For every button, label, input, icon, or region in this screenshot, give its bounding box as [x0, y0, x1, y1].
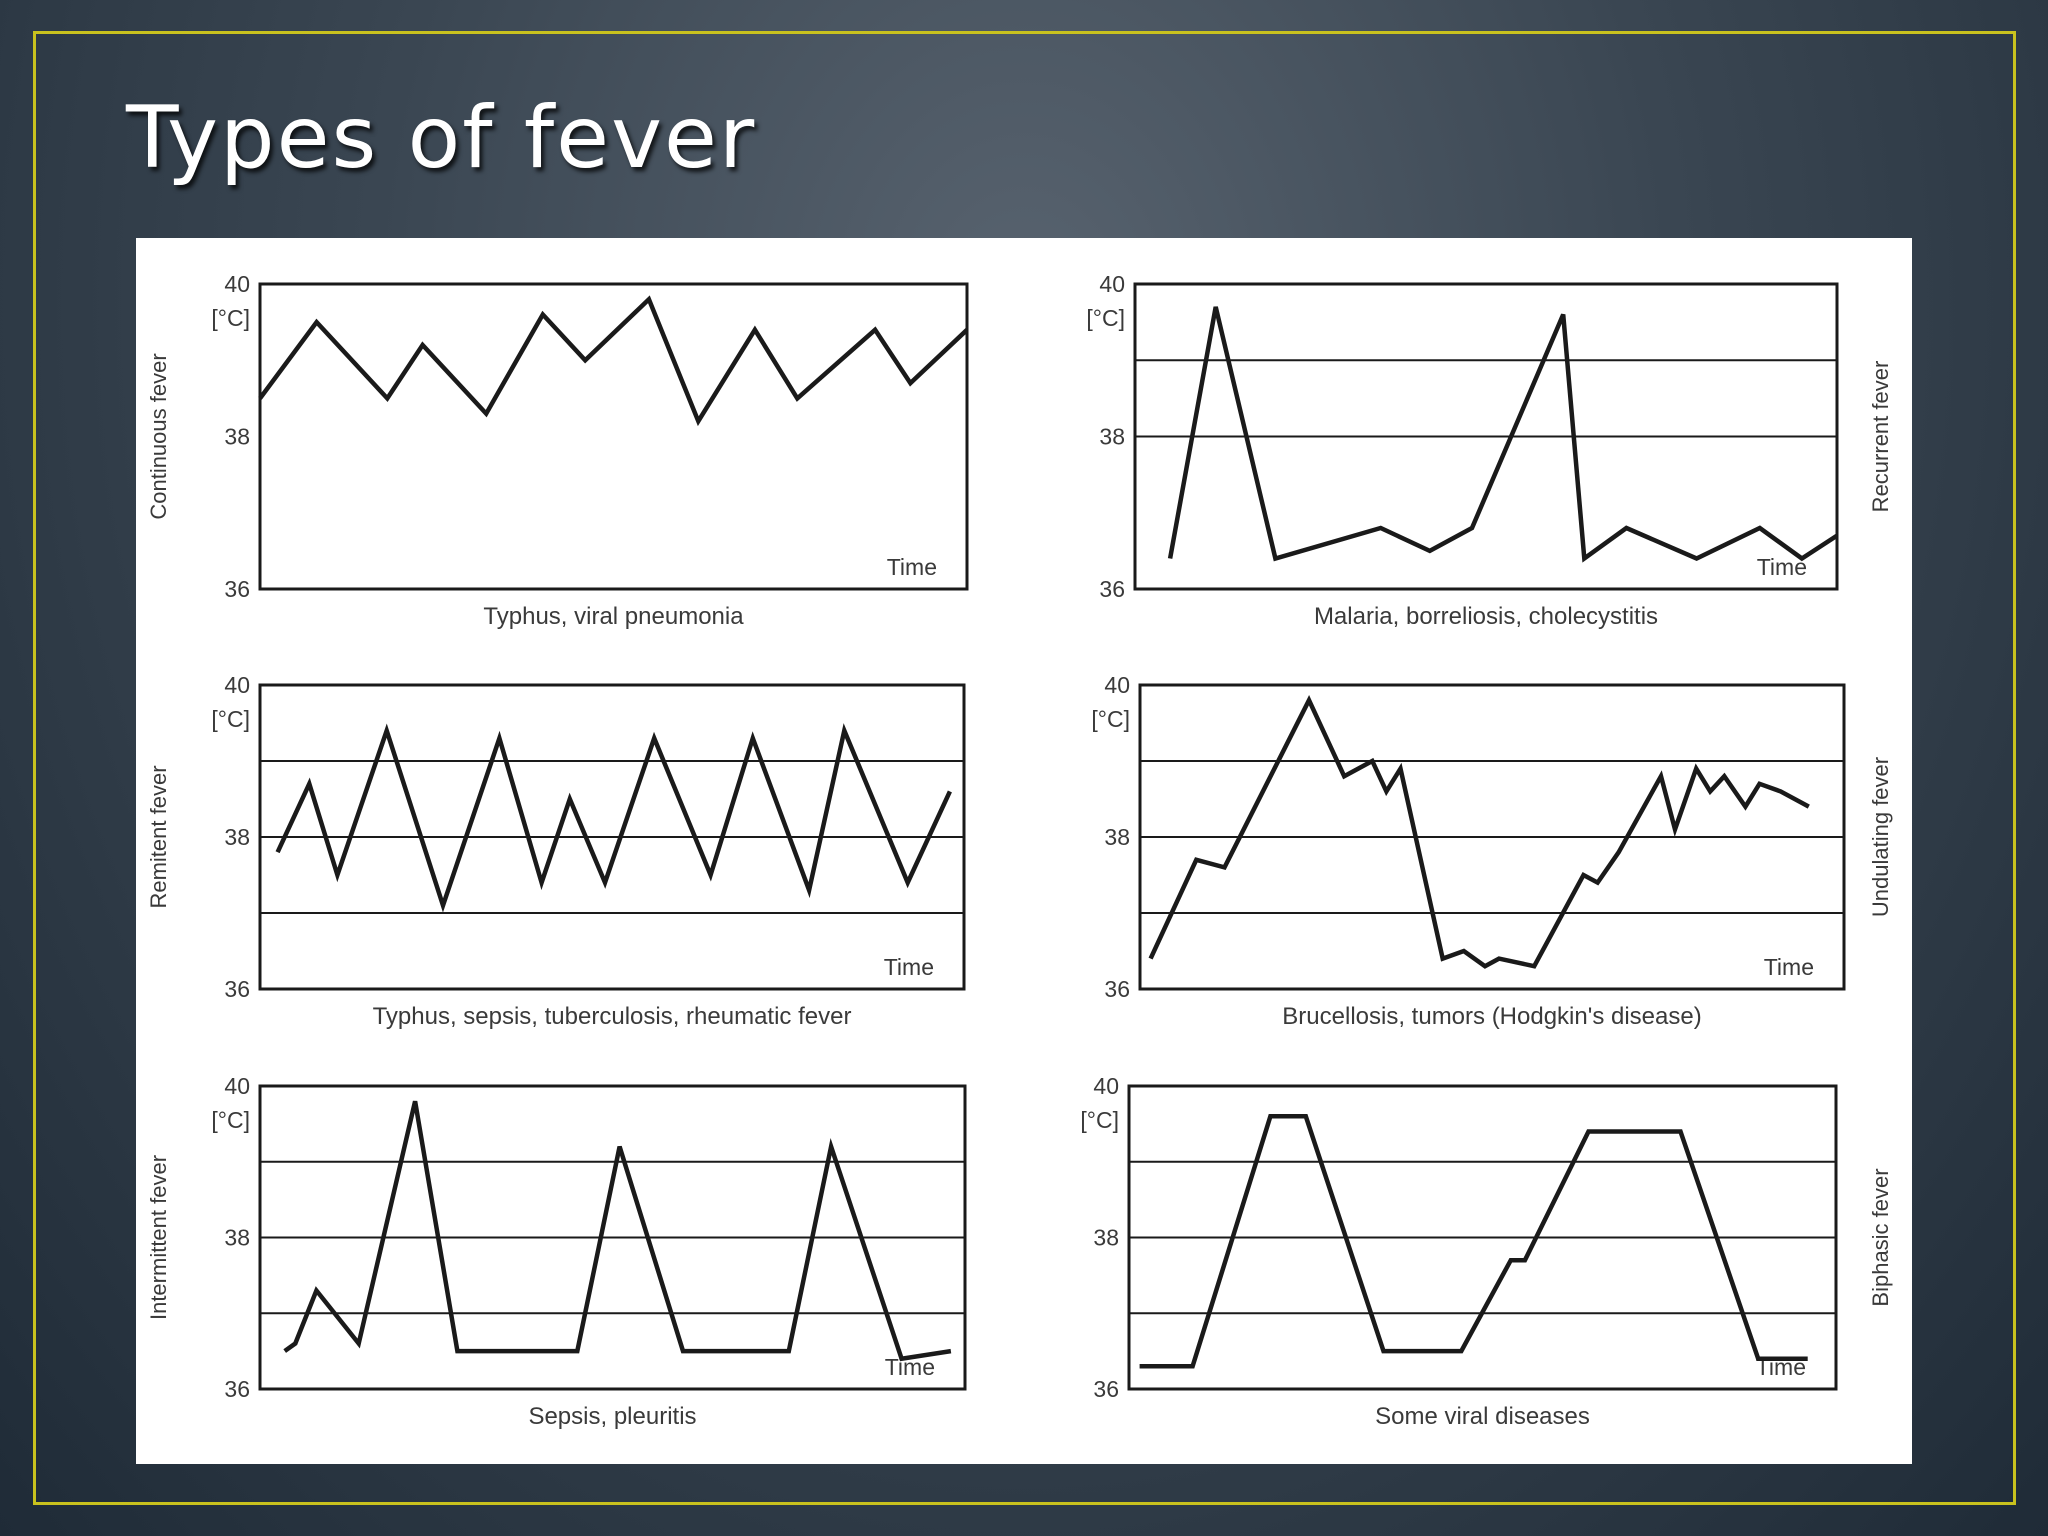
temperature-curve — [283, 1100, 952, 1362]
chart-panel-4: 36 38 40 [°C] Time Brucellosis, tumors (Hodgk… — [1091, 672, 1893, 1030]
temperature-curve — [275, 723, 952, 913]
unit-label: [°C] — [211, 1107, 250, 1133]
chart-panel-1: 36 38 40 [°C] Time Typhus, viral pneumonia Con… — [146, 271, 969, 630]
y-tick-label: 38 — [224, 1225, 250, 1251]
fever-type-label: Undulating fever — [1868, 757, 1893, 917]
unit-label: [°C] — [211, 706, 250, 732]
temperature-curve — [258, 295, 969, 427]
fever-type-label: Remitent fever — [146, 765, 171, 908]
y-tick-label: 36 — [224, 976, 250, 1002]
slide-title: Types of fever — [126, 88, 757, 188]
fever-type-label: Recurrent fever — [1868, 361, 1893, 513]
temperature-curve — [1167, 306, 1839, 563]
y-tick-label: 38 — [1093, 1225, 1119, 1251]
fever-type-label: Continuous fever — [146, 353, 171, 519]
y-tick-label: 38 — [1099, 424, 1125, 450]
x-axis-label: Time — [1764, 954, 1814, 980]
y-tick-label: 36 — [1104, 976, 1130, 1002]
fever-type-label: Intermittent fever — [146, 1155, 171, 1320]
y-tick-label: 38 — [224, 824, 250, 850]
x-axis-label: Time — [887, 554, 937, 580]
chart-caption: Some viral diseases — [1375, 1403, 1590, 1430]
temperature-curve — [1139, 1114, 1808, 1369]
unit-label: [°C] — [211, 305, 250, 331]
y-tick-label: 38 — [224, 424, 250, 450]
y-tick-label: 36 — [224, 576, 250, 602]
fever-types-figure: 36 38 40 [°C] Time Typhus, viral pneumonia Con… — [136, 238, 1912, 1464]
y-tick-label: 40 — [224, 672, 250, 698]
y-tick-label: 40 — [224, 1073, 250, 1099]
chart-caption: Typhus, sepsis, tuberculosis, rheumatic … — [373, 1003, 852, 1030]
chart-caption: Brucellosis, tumors (Hodgkin's disease) — [1282, 1003, 1701, 1030]
unit-label: [°C] — [1091, 706, 1130, 732]
y-tick-label: 36 — [1093, 1376, 1119, 1402]
unit-label: [°C] — [1086, 305, 1125, 331]
y-tick-label: 36 — [224, 1376, 250, 1402]
chart-panel-3: 36 38 40 [°C] Time Typhus, sepsis, tuberculos… — [146, 672, 966, 1030]
chart-caption: Typhus, viral pneumonia — [483, 603, 744, 630]
y-tick-label: 40 — [1099, 271, 1125, 297]
chart-caption: Malaria, borreliosis, cholecystitis — [1314, 603, 1658, 630]
chart-caption: Sepsis, pleuritis — [528, 1403, 696, 1430]
plot-frame — [258, 282, 969, 591]
temperature-curve — [1148, 695, 1810, 969]
fever-type-label: Biphasic fever — [1868, 1168, 1893, 1306]
fever-charts-svg: 36 38 40 [°C] Time Typhus, viral pneumonia Con… — [146, 271, 1893, 1430]
slide-frame — [33, 31, 2016, 1505]
y-tick-label: 40 — [1104, 672, 1130, 698]
y-tick-label: 38 — [1104, 824, 1130, 850]
y-tick-label: 40 — [224, 271, 250, 297]
y-tick-label: 36 — [1099, 576, 1125, 602]
unit-label: [°C] — [1080, 1107, 1119, 1133]
x-axis-label: Time — [884, 954, 934, 980]
y-tick-label: 40 — [1093, 1073, 1119, 1099]
